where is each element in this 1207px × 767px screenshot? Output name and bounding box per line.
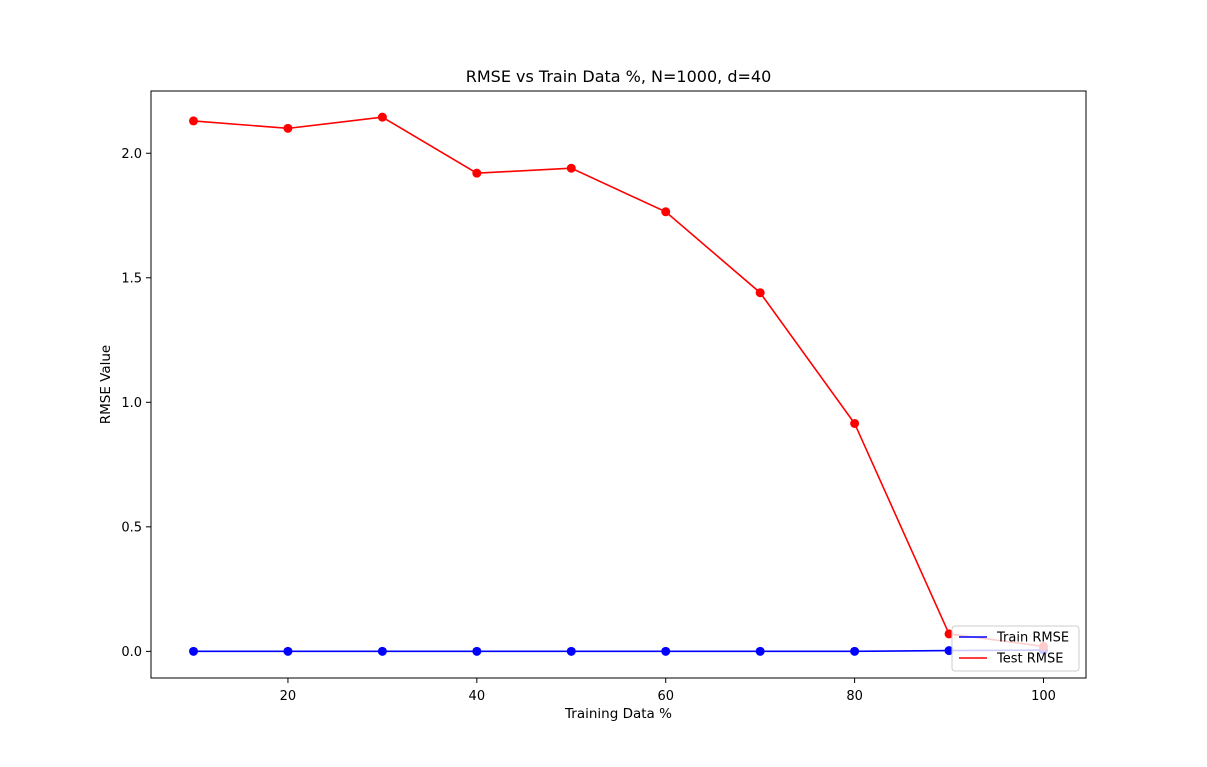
data-point-test-rmse <box>944 629 954 639</box>
legend: Train RMSE Test RMSE <box>951 625 1080 672</box>
y-axis-ticks: 0.0 0.5 1.0 1.5 2.0 <box>121 147 151 660</box>
x-tick-label: 60 <box>657 689 674 704</box>
y-tick-label: 2.0 <box>121 147 142 162</box>
data-point-test-rmse <box>850 418 860 428</box>
x-tick-label: 100 <box>1031 689 1056 704</box>
x-tick-label: 40 <box>469 689 486 704</box>
y-tick-label: 1.5 <box>121 271 142 286</box>
data-point-train-rmse <box>661 646 671 656</box>
x-axis-ticks: 20 40 60 80 100 <box>280 678 1056 704</box>
plot-area-frame <box>150 90 1087 679</box>
data-point-train-rmse <box>377 646 387 656</box>
data-point-test-rmse <box>755 288 765 298</box>
y-axis-label: RMSE Value <box>98 345 114 425</box>
data-point-train-rmse <box>472 646 482 656</box>
y-tick-label: 0.5 <box>121 520 142 535</box>
data-point-test-rmse <box>661 207 671 217</box>
legend-label-train-rmse: Train RMSE <box>996 631 1069 646</box>
chart-title: RMSE vs Train Data %, N=1000, d=40 <box>466 67 772 86</box>
data-point-test-rmse <box>566 163 576 173</box>
y-tick-label: 1.0 <box>121 396 142 411</box>
data-point-train-rmse <box>755 646 765 656</box>
x-tick-label: 80 <box>846 689 863 704</box>
data-point-train-rmse <box>850 646 860 656</box>
series-line-train-rmse <box>193 649 1044 653</box>
data-point-train-rmse <box>283 646 293 656</box>
series-line-test-rmse <box>193 116 1044 648</box>
data-point-train-rmse <box>189 646 198 656</box>
legend-label-test-rmse: Test RMSE <box>996 652 1063 667</box>
y-tick-label: 0.0 <box>121 645 142 660</box>
data-point-test-rmse <box>283 123 293 133</box>
data-point-test-rmse <box>377 112 387 122</box>
data-point-test-rmse <box>189 116 198 126</box>
data-point-test-rmse <box>472 168 482 178</box>
data-point-train-rmse <box>566 646 576 656</box>
x-tick-label: 20 <box>280 689 297 704</box>
x-axis-label: Training Data % <box>564 706 672 722</box>
series-train-rmse <box>189 645 1048 656</box>
data-point-train-rmse <box>944 646 954 656</box>
